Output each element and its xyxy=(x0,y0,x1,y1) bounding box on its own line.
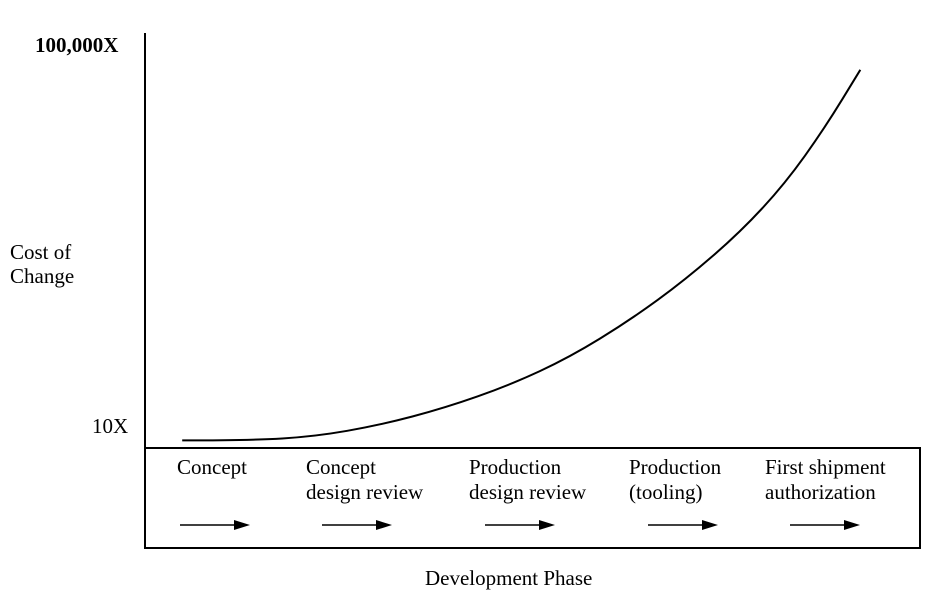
y-tick-label-bottom: 10X xyxy=(92,414,129,438)
phase-label: First shipment xyxy=(765,455,886,479)
y-tick-label-top: 100,000X xyxy=(35,33,119,57)
cost-curve-line xyxy=(182,69,862,442)
phase-label: Production xyxy=(629,455,722,479)
phase-label-line2: authorization xyxy=(765,480,876,504)
phase-arrow-icon xyxy=(790,520,860,530)
phase-arrow-icon xyxy=(180,520,250,530)
phase-label-line2: design review xyxy=(306,480,424,504)
x-axis-label: Development Phase xyxy=(425,566,593,590)
phase-arrow-icon xyxy=(485,520,555,530)
phase-label: Production xyxy=(469,455,562,479)
phase-label-line2: (tooling) xyxy=(629,480,703,504)
phase-label: Concept xyxy=(177,455,247,479)
y-axis-label: Cost of Change xyxy=(10,240,75,288)
phase-label: Concept xyxy=(306,455,376,479)
phase-arrow-icon xyxy=(648,520,718,530)
phase-box xyxy=(144,447,921,549)
phase-arrow-icon xyxy=(322,520,392,530)
phase-label-line2: design review xyxy=(469,480,587,504)
